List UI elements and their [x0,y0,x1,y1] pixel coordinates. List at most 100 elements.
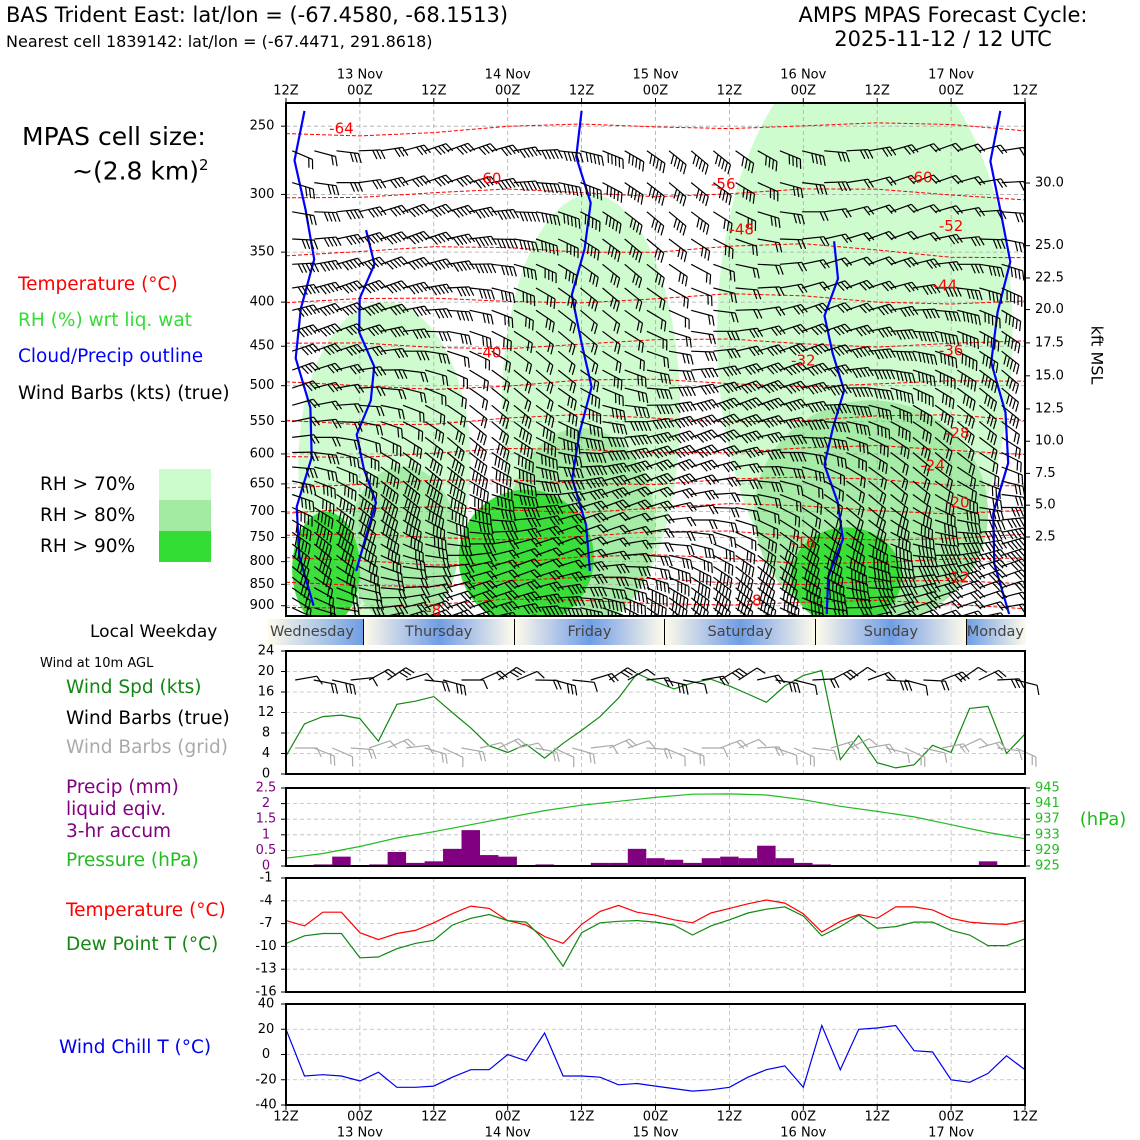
barb-feather [778,218,781,229]
profile-wind-barb [646,211,665,236]
profile-wind-barb [469,287,495,300]
barb-feather [551,322,555,333]
barb-feather [814,365,823,374]
barb-feather [972,359,974,370]
barb-feather [437,145,446,154]
barb-feather [885,327,893,337]
barb-feather [929,233,938,242]
barb-feather [801,214,805,225]
barb-feather [712,519,718,530]
profile-wind-barb [802,211,829,222]
profile-wind-barb [735,308,763,319]
barb-staff [358,256,380,265]
barb-staff [1001,548,1023,556]
profile-wind-barb [336,343,365,356]
profile-wind-barb [535,309,555,333]
profile-wind-barb [580,150,605,166]
barb-feather [1007,336,1011,347]
barb-feather [408,236,416,245]
barb-feather [482,178,490,187]
barb-feather [386,236,394,245]
barb-feather [859,368,866,378]
profile-wind-barb [668,369,696,381]
barb-feather [527,383,532,394]
barb-feather [859,327,867,336]
profile-wind-barb [491,238,519,249]
profile-wind-barb [402,175,431,188]
barb-feather [474,263,481,274]
barb-feather [877,307,885,316]
barb-feather [420,306,427,316]
barb-feather [644,377,647,388]
barb-feather [1003,354,1007,365]
profile-wind-barb [957,236,985,247]
barb-feather [524,381,529,392]
barb-feather [617,344,621,355]
profile-wind-barb [580,211,601,232]
barb-feather [341,262,350,271]
profile-wind-barb [402,256,431,271]
barb-feather [886,369,892,380]
barb-feather [549,214,553,225]
barb-feather [367,235,376,244]
barb-feather [774,241,779,252]
barb-feather [589,272,593,283]
barb-feather [666,340,668,351]
barb-feather [438,285,445,295]
barb-feather [508,178,516,188]
barb-staff [624,150,645,163]
barb-feather [601,156,605,166]
barb-feather [756,268,760,279]
barb-feather [651,188,656,199]
barb-feather [618,157,621,168]
barb-feather [398,369,404,379]
profile-wind-barb [580,369,600,393]
barb-staff [979,579,1001,589]
barb-feather [726,367,734,376]
barb-feather [814,305,823,314]
profile-wind-barb [979,144,1008,155]
barb-staff [469,493,490,505]
barb-feather [437,177,446,186]
barb-feather [952,311,957,322]
barb-feather [372,150,378,160]
barb-feather [357,209,364,219]
barb-feather [814,326,823,335]
barb-feather [922,286,929,296]
barb-feather [845,181,852,191]
barb-feather [553,215,557,225]
barb-feather [770,365,779,374]
barb-feather [438,309,445,319]
barb-feather [482,289,488,300]
barb-feather [718,156,722,167]
barb-feather [974,314,978,325]
barb-feather [430,286,438,296]
barb-feather [304,346,313,355]
profile-wind-barb [358,178,387,190]
cycle-line-2: 2025-11-12 / 12 UTC [834,27,1052,51]
barb-feather [416,350,422,361]
barb-staff [1001,211,1024,214]
barb-feather [512,293,516,304]
barb-feather [497,238,503,249]
profile-wind-barb [447,233,476,246]
barb-feather [319,286,327,295]
barb-feather [878,349,884,359]
profile-wind-barb [757,238,783,253]
barb-feather [508,145,516,155]
barb-feather [335,281,343,291]
profile-wind-barb [690,211,710,235]
barb-feather [696,217,700,228]
barb-feather [553,149,559,159]
barb-feather [420,372,425,382]
barb-feather [460,235,468,245]
profile-wind-barb [491,287,516,304]
barb-feather [508,292,512,303]
barb-feather [996,520,1002,530]
barb-staff [336,150,359,155]
barb-staff [425,330,448,333]
barb-feather [695,157,700,167]
barb-feather [593,380,596,390]
barb-feather [992,291,995,302]
barb-feather [775,161,778,172]
